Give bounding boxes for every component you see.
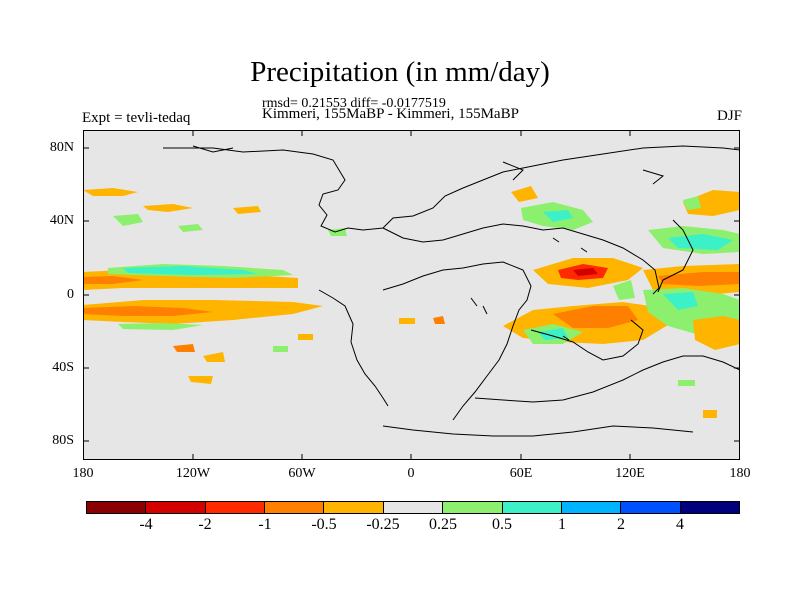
shading-pacific-red-north <box>83 276 143 284</box>
map-plot <box>83 130 740 460</box>
shading-europe-orange <box>511 186 538 202</box>
coastline-gondwana-south <box>474 355 740 403</box>
colorbar-swatch <box>443 502 503 513</box>
shading-south-pacific-3 <box>188 376 213 384</box>
colorbar-label: 0.25 <box>429 516 457 533</box>
colorbar-swatch <box>205 502 266 513</box>
lon-label-180-east: 180 <box>729 466 751 481</box>
coastline-east-asia <box>657 219 694 293</box>
shading-east-orange-small <box>703 410 717 418</box>
shading-pacific-red-south <box>83 306 213 316</box>
colorbar-swatch <box>680 502 739 513</box>
colorbar-label: -0.5 <box>311 516 337 533</box>
lat-label-0: 0 <box>67 287 74 302</box>
lon-label-60e: 60E <box>509 466 533 481</box>
shading-indian-green <box>678 380 695 386</box>
shading-south-tethys-cyan <box>538 328 568 340</box>
figure-title: Precipitation (in mm/day) <box>250 56 550 88</box>
shading-pacific-green-south <box>118 323 203 330</box>
lon-label-0: 0 <box>407 466 415 481</box>
experiment-subtitle: Kimmeri, 155MaBP - Kimmeri, 155MaBP <box>262 106 519 122</box>
colorbar-swatch <box>561 502 622 513</box>
colorbar-swatch <box>502 502 562 513</box>
colorbar-label: -1 <box>258 516 272 533</box>
lon-label-180-west: 180 <box>72 466 94 481</box>
colorbar-swatch <box>621 502 681 513</box>
coastline-antarctica <box>382 425 694 437</box>
shading-atlantic-1 <box>399 318 415 324</box>
lat-label-80s: 80S <box>52 433 74 448</box>
colorbar-label: -4 <box>139 516 153 533</box>
shading-north-pacific-2 <box>143 204 193 212</box>
shading-east-green-north <box>683 196 701 210</box>
shading-south-pacific-2 <box>203 352 225 362</box>
lat-label-80n: 80N <box>49 140 74 155</box>
shading-south-pacific-4 <box>273 346 288 352</box>
axis-ticks <box>83 130 740 460</box>
colorbar-label: 2 <box>617 516 625 533</box>
shading-pacific-cyan-band <box>123 266 258 275</box>
shading-south-pacific-5 <box>298 334 313 340</box>
shading-north-pacific-5 <box>233 206 261 214</box>
coastline-india-australia <box>530 319 644 361</box>
shading-tethys-cyan <box>543 210 573 222</box>
shading-atlantic-2 <box>433 316 445 324</box>
coastline-north-continent-south-edge <box>382 223 660 295</box>
colorbar-swatch <box>146 502 206 513</box>
colorbar-label: 4 <box>676 516 684 533</box>
shading-south-pacific-1 <box>173 344 195 352</box>
lon-label-120e: 120E <box>615 466 645 481</box>
colorbar-label: 0.5 <box>492 516 512 533</box>
shading-east-red <box>658 272 740 286</box>
lat-label-40n: 40N <box>49 213 74 228</box>
shading-south-tethys-red <box>553 306 638 328</box>
shading-africa-green <box>613 280 635 300</box>
lon-label-120w: 120W <box>175 466 211 481</box>
shading-east-cyan-2 <box>663 292 698 310</box>
coastline-gondwana-west <box>318 289 389 407</box>
coastline-north-continent <box>163 145 740 233</box>
coastline-gondwana-africa <box>382 261 532 421</box>
colorbar-swatch <box>324 502 384 513</box>
shading-east-cyan-1 <box>668 234 733 250</box>
colorbar-label: 1 <box>558 516 566 533</box>
shading-north-pacific-4 <box>178 224 203 232</box>
stats-line: rmsd= 0.21553 diff= -0.0177519 <box>262 96 446 111</box>
colorbar-label: -2 <box>198 516 212 533</box>
shading-tethys-darkred <box>573 268 598 276</box>
colorbar <box>86 501 740 514</box>
coastlines <box>163 145 740 437</box>
coastline-small-islands <box>470 237 588 341</box>
colorbar-swatch <box>383 502 444 513</box>
shading-north-pacific-1 <box>83 188 138 196</box>
coastline-arctic-islands <box>192 145 665 185</box>
lon-label-60w: 60W <box>288 466 316 481</box>
lat-label-40s: 40S <box>52 360 74 375</box>
colorbar-swatch <box>87 502 147 513</box>
season-label: DJF <box>716 108 742 124</box>
colorbar-swatch <box>265 502 325 513</box>
colorbar-label: -0.25 <box>366 516 400 533</box>
shading-east-orange-south <box>693 316 740 350</box>
shading-north-pacific-3 <box>113 214 143 226</box>
experiment-label: Expt = tevli-tedaq <box>82 110 191 126</box>
map-background <box>83 130 740 460</box>
